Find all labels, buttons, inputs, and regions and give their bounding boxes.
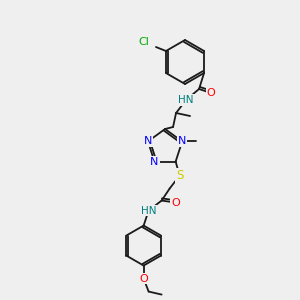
Text: O: O bbox=[139, 274, 148, 284]
Text: Cl: Cl bbox=[139, 37, 149, 47]
Text: N: N bbox=[144, 136, 152, 146]
Text: O: O bbox=[207, 88, 215, 98]
Text: HN: HN bbox=[178, 95, 194, 105]
Text: S: S bbox=[176, 169, 183, 182]
Text: HN: HN bbox=[141, 206, 156, 216]
Text: N: N bbox=[178, 136, 186, 146]
Text: N: N bbox=[150, 157, 159, 166]
Text: O: O bbox=[171, 198, 180, 208]
